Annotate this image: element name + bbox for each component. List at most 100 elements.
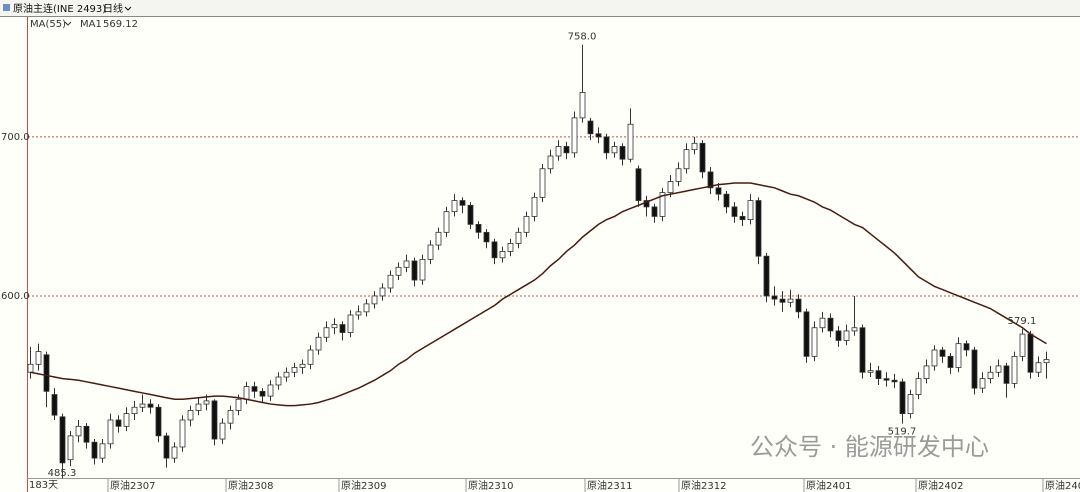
candle-body — [691, 142, 698, 151]
candle-body — [251, 386, 258, 392]
candle-body — [243, 386, 250, 400]
candle-body — [555, 146, 562, 157]
candle-body — [795, 298, 802, 313]
candle-body — [467, 204, 474, 225]
candle-body — [755, 200, 762, 257]
candle-body — [107, 419, 114, 445]
candle-body — [51, 394, 58, 416]
candle-body — [299, 363, 306, 368]
candle-body — [667, 181, 674, 193]
candle-body — [211, 400, 218, 440]
candle-body — [219, 422, 226, 440]
candle-body — [963, 343, 970, 351]
candle-body — [595, 133, 602, 138]
candle-body — [291, 367, 298, 373]
candle-body — [867, 370, 874, 373]
candle-body — [395, 266, 402, 276]
candle-body — [1027, 333, 1034, 373]
candle-body — [851, 327, 858, 332]
candle-body — [763, 255, 770, 297]
candle-body — [683, 149, 690, 170]
annotation: 758.0 — [568, 32, 597, 43]
candle-body — [259, 390, 266, 397]
candle-body — [531, 196, 538, 217]
candle-body — [827, 317, 834, 332]
candle-body — [379, 287, 386, 297]
candle-body — [67, 435, 74, 461]
candle-body — [123, 413, 130, 427]
candle-body — [1035, 362, 1042, 373]
candle-body — [843, 330, 850, 341]
candle-body — [539, 168, 546, 198]
candle-body — [203, 400, 210, 405]
indicator[interactable]: MA(55) — [30, 19, 66, 30]
candle-body — [155, 406, 162, 437]
y-tick-label: 700.0 — [1, 132, 30, 143]
candle-body — [811, 327, 818, 357]
title: 原油主连(INE 2493) — [13, 2, 106, 15]
candle-body — [1043, 359, 1050, 364]
candle-body — [787, 298, 794, 303]
candle-body — [947, 355, 954, 368]
candle-body — [715, 187, 722, 195]
watermark: 公众号 · 能源研发中心 — [750, 433, 989, 461]
candle-body — [187, 410, 194, 421]
candle-body — [363, 303, 370, 313]
candle-body — [139, 403, 146, 408]
candle-body — [459, 200, 466, 206]
candle-body — [403, 260, 410, 268]
candle-body — [603, 136, 610, 154]
x-tick-label: 原油2311 — [587, 479, 632, 492]
candle-body — [339, 324, 346, 333]
ma-line — [30, 182, 1047, 407]
x-tick-label: 原油2401 — [806, 479, 851, 492]
x-tick-label: 原油2310 — [468, 479, 513, 492]
x-tick-label: 原油2307 — [110, 479, 155, 492]
candle-body — [883, 378, 890, 381]
candle-body — [307, 349, 314, 365]
candle-body — [547, 155, 554, 170]
candle-body — [427, 244, 434, 260]
candle-body — [659, 192, 666, 217]
period[interactable]: 日线 — [103, 2, 123, 15]
candle-body — [835, 330, 842, 341]
ma-name: MA1 — [80, 19, 102, 30]
candle-body — [507, 243, 514, 252]
candle-body — [163, 435, 170, 459]
dropdown-arrow[interactable] — [64, 21, 72, 26]
candle-body — [915, 378, 922, 395]
candle-body — [35, 351, 42, 365]
candle-body — [1019, 333, 1026, 357]
candle-body — [315, 336, 322, 351]
candle-body — [419, 258, 426, 281]
candle-body — [411, 260, 418, 281]
candle-body — [571, 117, 578, 154]
candle-body — [731, 206, 738, 217]
candle-body — [451, 200, 458, 213]
annotation: 579.1 — [1008, 316, 1037, 327]
x-tick-label: 原油2309 — [341, 479, 386, 492]
candle-body — [635, 168, 642, 201]
candle-body — [347, 314, 354, 333]
candle-body — [275, 376, 282, 386]
candle-body — [907, 394, 914, 415]
candle-body — [43, 354, 50, 392]
candle-body — [931, 349, 938, 367]
candle-body — [1003, 365, 1010, 384]
candle-body — [235, 398, 242, 411]
dropdown-arrow[interactable] — [124, 6, 132, 11]
candle-body — [619, 146, 626, 160]
candle-body — [115, 419, 122, 427]
candle-body — [83, 425, 90, 443]
candle-body — [195, 403, 202, 411]
x-tick-label: 原油2308 — [228, 479, 273, 492]
candle-body — [563, 146, 570, 154]
candle-body — [739, 216, 746, 221]
candle-body — [499, 251, 506, 259]
candle-body — [699, 142, 706, 173]
candle-body — [707, 171, 714, 189]
candle-body — [875, 370, 882, 380]
candle-body — [675, 168, 682, 182]
candle-body — [483, 231, 490, 243]
candle-body — [779, 298, 786, 303]
